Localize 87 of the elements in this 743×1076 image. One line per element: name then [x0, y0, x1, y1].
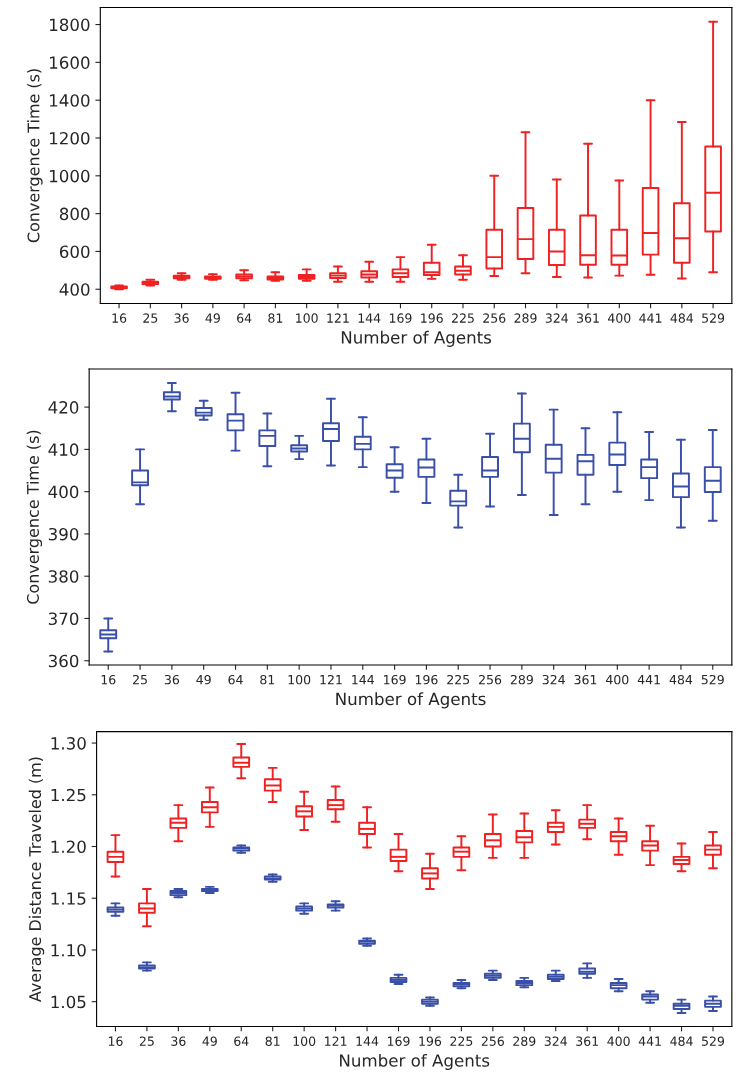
- x-tick-label: 256: [481, 1036, 504, 1046]
- x-tick-label: 64: [228, 674, 243, 685]
- x-tick-label: 121: [325, 1036, 347, 1046]
- x-tick-label: 361: [574, 674, 597, 685]
- x-tick-label: 225: [451, 313, 474, 323]
- y-tick-label: 800: [59, 207, 90, 221]
- x-tick-label: 400: [606, 674, 629, 685]
- x-tick-label: 121: [320, 674, 342, 685]
- x-tick-label: 81: [265, 1036, 280, 1046]
- x-tick-label: 361: [577, 313, 599, 323]
- x-tick-label: 49: [205, 313, 220, 323]
- x-tick-label: 25: [139, 1036, 154, 1046]
- x-tick-label: 361: [576, 1036, 598, 1046]
- x-tick-label: 225: [447, 674, 470, 685]
- y-tick-label: 400: [59, 283, 90, 296]
- x-axis-title: Number of Agents: [336, 692, 486, 709]
- y-tick-label: 1.15: [51, 892, 86, 905]
- x-tick-label: 121: [327, 313, 349, 323]
- y-tick-label: 1800: [50, 18, 90, 32]
- x-tick-label: 225: [450, 1036, 473, 1046]
- y-axis-title: Average Distance Traveled (m): [28, 757, 45, 1003]
- x-tick-label: 289: [513, 1036, 536, 1046]
- x-tick-label: 400: [607, 1036, 630, 1046]
- x-tick-label: 324: [545, 313, 568, 323]
- x-tick-label: 400: [607, 313, 631, 323]
- y-axis-title: Convergence Time (s): [27, 69, 43, 243]
- x-tick-label: 289: [510, 674, 533, 685]
- x-tick-label: 529: [702, 1036, 725, 1046]
- x-tick-label: 441: [637, 675, 660, 685]
- x-tick-label: 484: [670, 1036, 693, 1046]
- y-tick-label: 1.30: [51, 737, 86, 750]
- y-tick-label: 600: [59, 245, 90, 259]
- x-tick-label: 16: [112, 313, 127, 323]
- x-tick-label: 289: [514, 313, 537, 323]
- y-tick-label: 1.05: [51, 995, 86, 1009]
- x-tick-label: 169: [389, 313, 412, 323]
- y-tick-label: 1.25: [51, 788, 86, 802]
- x-tick-label: 100: [296, 313, 318, 323]
- y-tick-label: 370: [48, 612, 79, 626]
- x-tick-label: 16: [101, 674, 116, 685]
- y-tick-label: 400: [48, 485, 79, 499]
- x-tick-label: 169: [387, 1036, 410, 1046]
- x-tick-label: 256: [483, 313, 506, 323]
- y-tick-label: 1.20: [51, 840, 86, 854]
- x-axis-title: Number of Agents: [340, 1053, 490, 1071]
- x-tick-label: 441: [638, 1036, 661, 1046]
- x-tick-label: 256: [479, 674, 502, 685]
- x-tick-label: 529: [701, 674, 724, 685]
- x-tick-label: 64: [234, 1036, 249, 1046]
- x-tick-label: 196: [421, 313, 443, 323]
- x-tick-label: 49: [202, 1036, 217, 1046]
- x-tick-label: 36: [171, 1036, 186, 1046]
- x-tick-label: 324: [544, 1036, 567, 1046]
- y-tick-label: 1200: [50, 131, 90, 145]
- x-axis-title: Number of Agents: [341, 330, 492, 347]
- x-tick-label: 100: [293, 1036, 316, 1046]
- x-tick-label: 16: [108, 1036, 123, 1046]
- y-axis-title: Convergence Time (s): [26, 430, 43, 604]
- x-tick-label: 169: [384, 674, 406, 685]
- x-tick-label: 529: [702, 313, 725, 323]
- x-tick-label: 441: [639, 313, 662, 323]
- x-tick-label: 25: [133, 674, 147, 685]
- x-tick-label: 64: [237, 313, 252, 323]
- y-tick-label: 360: [48, 654, 79, 668]
- x-tick-label: 144: [352, 675, 375, 685]
- y-tick-label: 1400: [50, 94, 90, 107]
- x-tick-label: 144: [356, 1036, 379, 1046]
- y-tick-label: 380: [48, 570, 79, 583]
- x-tick-label: 49: [196, 674, 211, 685]
- y-tick-label: 410: [48, 443, 79, 456]
- x-tick-label: 324: [542, 674, 565, 685]
- y-tick-label: 390: [48, 527, 79, 541]
- y-tick-label: 1600: [50, 56, 90, 69]
- y-tick-label: 1000: [50, 169, 90, 183]
- x-tick-label: 144: [358, 313, 381, 323]
- y-tick-label: 420: [48, 401, 79, 414]
- x-tick-label: 484: [670, 313, 694, 323]
- x-tick-label: 36: [164, 674, 180, 685]
- y-tick-label: 1.10: [51, 943, 86, 957]
- x-tick-label: 484: [669, 674, 693, 685]
- x-tick-label: 196: [419, 1036, 442, 1046]
- x-tick-label: 36: [174, 313, 189, 323]
- x-tick-label: 25: [143, 313, 158, 323]
- x-tick-label: 81: [260, 674, 275, 685]
- x-tick-label: 196: [415, 674, 438, 685]
- x-tick-label: 100: [288, 674, 311, 685]
- x-tick-label: 81: [268, 313, 283, 323]
